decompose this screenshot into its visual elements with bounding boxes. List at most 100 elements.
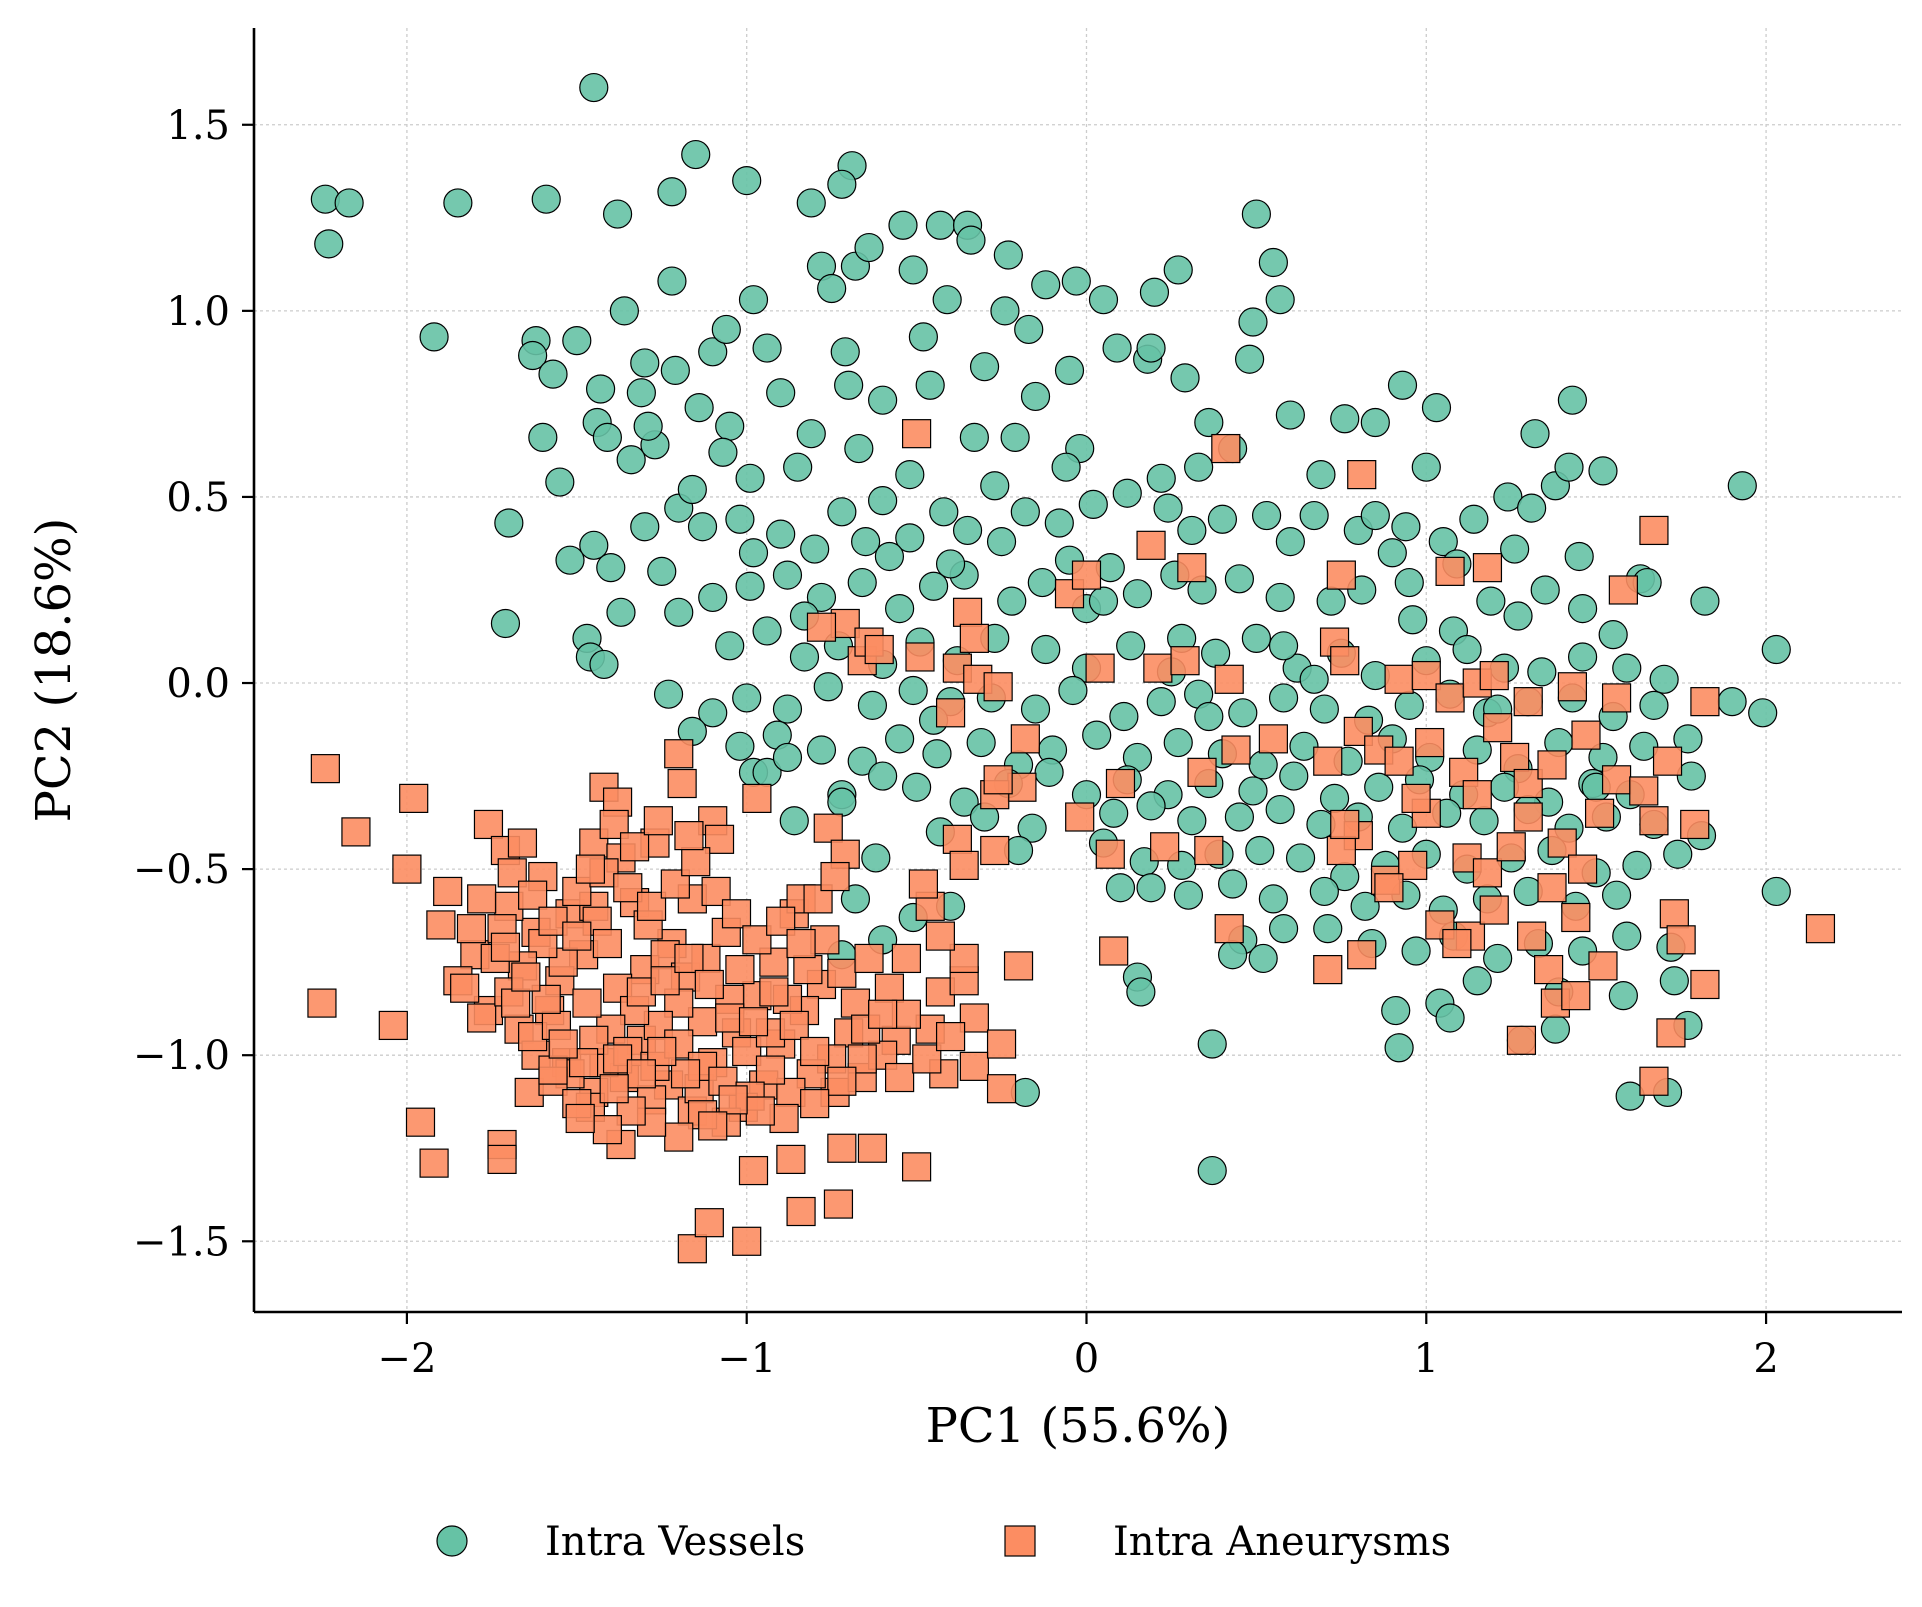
point-intra-vessels	[1377, 538, 1407, 568]
point-intra-aneurysms	[674, 821, 704, 851]
point-intra-aneurysms	[643, 806, 673, 836]
point-intra-vessels	[1248, 750, 1278, 780]
point-intra-aneurysms	[1214, 914, 1244, 944]
point-intra-aneurysms	[1065, 802, 1095, 832]
point-intra-vessels	[660, 355, 690, 385]
point-intra-vessels	[1391, 512, 1421, 542]
point-intra-vessels	[1275, 526, 1305, 557]
point-intra-aneurysms	[592, 928, 622, 959]
point-intra-vessels	[1218, 940, 1248, 970]
point-intra-aneurysms	[562, 921, 592, 951]
point-intra-vessels	[827, 497, 857, 527]
point-intra-aneurysms	[433, 876, 463, 907]
x-tick-label: −2	[377, 1336, 436, 1382]
point-intra-vessels	[1306, 460, 1336, 490]
point-intra-vessels	[1381, 995, 1411, 1026]
point-intra-vessels	[1163, 727, 1193, 758]
point-intra-aneurysms	[1557, 672, 1588, 702]
point-intra-vessels	[626, 378, 656, 408]
point-intra-aneurysms	[511, 962, 541, 992]
point-intra-vessels	[813, 672, 843, 702]
point-intra-vessels	[589, 649, 619, 680]
point-intra-vessels	[847, 746, 877, 776]
y-tick-label: 1.5	[166, 103, 230, 149]
point-intra-aneurysms	[1479, 895, 1509, 925]
point-intra-vessels	[993, 240, 1023, 270]
point-intra-aneurysms	[1343, 716, 1373, 747]
y-tick-label: −1.5	[133, 1219, 230, 1265]
point-intra-vessels	[1299, 664, 1329, 694]
point-intra-vessels	[1268, 683, 1299, 713]
ticks: −2 −1 0 1 2 1.5 1.0 0.5 0.0 −0.5 −1.0 −1.5	[133, 103, 1779, 1382]
point-intra-vessels	[789, 642, 820, 672]
point-intra-aneurysms	[776, 1144, 806, 1175]
point-intra-vessels	[1394, 567, 1424, 598]
point-intra-aneurysms	[742, 783, 772, 814]
point-intra-aneurysms	[718, 1085, 748, 1115]
point-intra-vessels	[1428, 526, 1458, 557]
point-intra-aneurysms	[986, 1029, 1017, 1059]
point-intra-vessels	[596, 553, 626, 583]
point-intra-vessels	[1462, 966, 1492, 996]
x-tick-label: −1	[717, 1336, 776, 1382]
point-intra-aneurysms	[1330, 646, 1360, 676]
point-intra-vessels	[1350, 891, 1380, 921]
point-intra-vessels	[1197, 1155, 1227, 1186]
point-intra-aneurysms	[1690, 687, 1720, 717]
point-intra-aneurysms	[986, 1074, 1017, 1104]
point-intra-vessels	[1224, 802, 1255, 832]
point-intra-aneurysms	[813, 813, 843, 843]
point-intra-vessels	[630, 348, 660, 378]
point-intra-vessels	[1126, 977, 1156, 1007]
point-intra-aneurysms	[487, 1144, 517, 1175]
point-intra-aneurysms	[1136, 530, 1166, 560]
point-intra-vessels	[1761, 634, 1791, 665]
point-intra-vessels	[868, 385, 898, 415]
point-intra-aneurysms	[1326, 835, 1356, 866]
point-intra-aneurysms	[1472, 858, 1503, 888]
point-intra-aneurysms	[874, 973, 905, 1003]
point-intra-vessels	[915, 370, 945, 400]
point-intra-vessels	[844, 433, 874, 464]
point-intra-aneurysms	[518, 880, 548, 910]
point-intra-aneurysms	[1652, 746, 1683, 776]
x-tick-label: 0	[1074, 1336, 1099, 1382]
point-intra-vessels	[830, 337, 860, 367]
point-intra-vessels	[827, 787, 857, 817]
point-intra-aneurysms	[721, 899, 752, 929]
point-intra-vessels	[949, 787, 979, 817]
point-intra-vessels	[616, 445, 646, 475]
point-intra-vessels	[1173, 880, 1204, 910]
y-tick-label: 0.0	[166, 661, 230, 707]
point-intra-vessels	[1146, 463, 1176, 493]
point-intra-vessels	[314, 229, 344, 259]
point-intra-vessels	[647, 556, 677, 586]
point-intra-vessels	[874, 541, 905, 572]
point-intra-aneurysms	[786, 1196, 816, 1227]
legend-marker-intra-vessels	[436, 1525, 468, 1557]
point-intra-aneurysms	[507, 828, 538, 858]
legend-marker-intra-aneurysms	[1004, 1525, 1036, 1557]
point-intra-vessels	[1554, 452, 1584, 482]
point-intra-aneurysms	[800, 1036, 830, 1067]
point-intra-aneurysms	[942, 824, 972, 854]
point-intra-vessels	[1748, 698, 1778, 728]
point-intra-vessels	[1520, 419, 1550, 449]
point-intra-vessels	[847, 567, 877, 598]
point-intra-aneurysms	[983, 672, 1013, 702]
point-intra-vessels	[806, 735, 837, 765]
point-intra-aneurysms	[779, 1010, 809, 1041]
point-intra-vessels	[1031, 634, 1061, 665]
point-intra-vessels	[1228, 698, 1258, 728]
point-intra-aneurysms	[1666, 925, 1696, 955]
point-intra-vessels	[861, 843, 891, 873]
point-intra-aneurysms	[854, 943, 884, 974]
point-intra-aneurysms	[405, 1107, 436, 1137]
point-intra-aneurysms	[806, 612, 837, 642]
point-intra-aneurysms	[1472, 553, 1503, 583]
point-intra-vessels	[1330, 404, 1360, 434]
point-intra-aneurysms	[1506, 1025, 1537, 1055]
point-intra-vessels	[925, 210, 955, 240]
point-intra-vessels	[1112, 478, 1142, 508]
point-intra-vessels	[609, 296, 639, 326]
